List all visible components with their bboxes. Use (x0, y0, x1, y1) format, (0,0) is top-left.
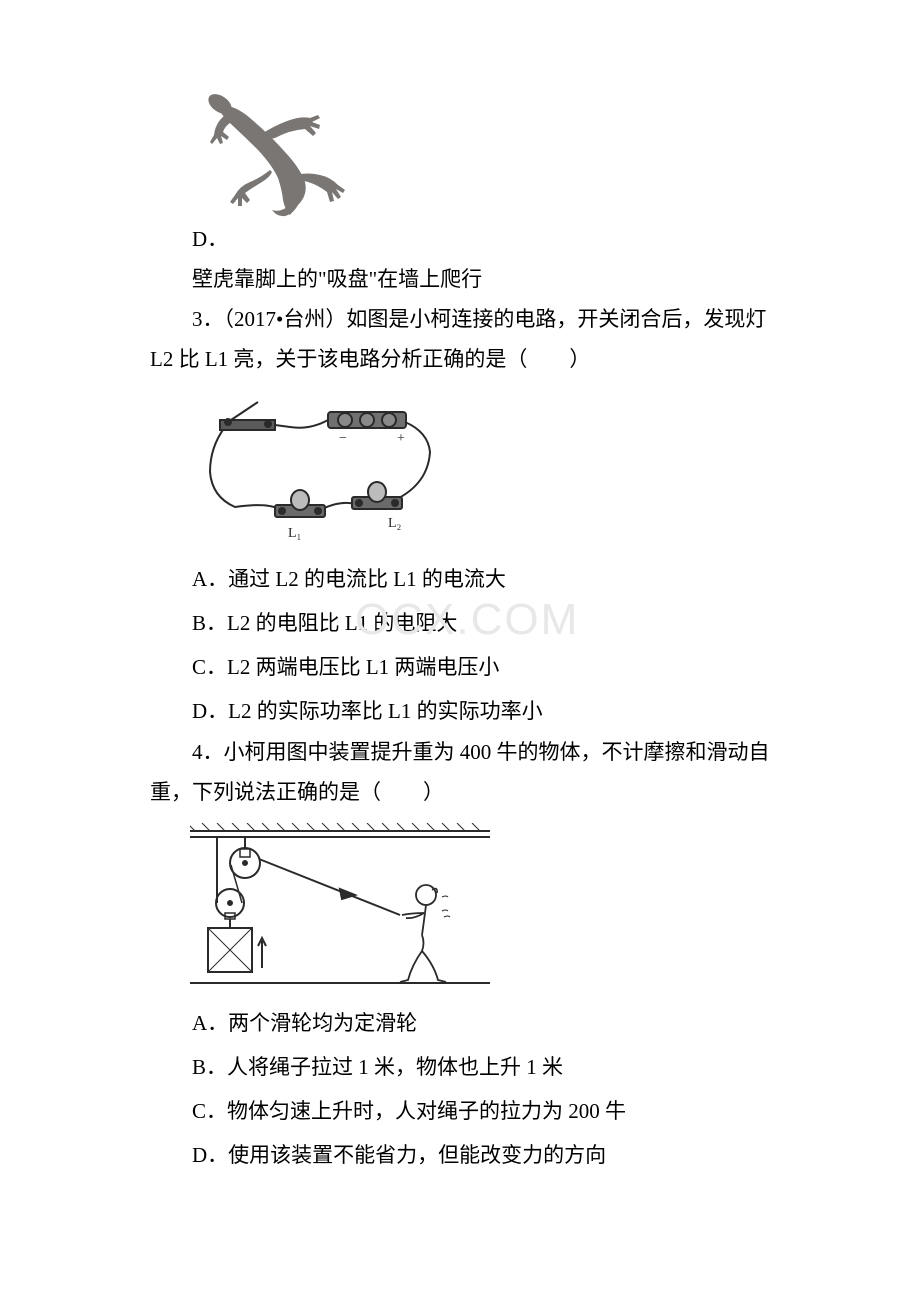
q4-stem-2: 重，下列说法正确的是（ ） (150, 773, 810, 813)
battery-minus: − (339, 431, 347, 446)
q3-opt-a: A．通过 L2 的电流比 L1 的电流大 (150, 557, 810, 601)
q3-stem-2: L2 比 L1 亮，关于该电路分析正确的是（ ） (150, 340, 810, 380)
q3-opt-c: C．L2 两端电压比 L1 两端电压小 (150, 645, 810, 689)
pulley-illustration (190, 823, 490, 993)
q4-opt-c: C．物体匀速上升时，人对绳子的拉力为 200 牛 (150, 1089, 810, 1133)
q3-opt-d: D．L2 的实际功率比 L1 的实际功率小 (150, 689, 810, 733)
q2-option-d-letter: D． (150, 220, 810, 260)
q2-option-d-text: 壁虎靠脚上的"吸盘"在墙上爬行 (150, 260, 810, 300)
circuit-illustration: − + L₁ L₂ (190, 392, 450, 547)
gecko-illustration (190, 90, 360, 220)
q4-opt-d: D．使用该装置不能省力，但能改变力的方向 (150, 1133, 810, 1177)
battery-plus: + (397, 431, 405, 446)
q3-stem-1: 3．（2017•台州）如图是小柯连接的电路，开关闭合后，发现灯 (150, 300, 810, 340)
q4-opt-b: B．人将绳子拉过 1 米，物体也上升 1 米 (150, 1045, 810, 1089)
q4-opt-a: A．两个滑轮均为定滑轮 (150, 1001, 810, 1045)
q3-opt-b: B．L2 的电阻比 L1 的电阻大 (150, 601, 810, 645)
q4-stem-1: 4．小柯用图中装置提升重为 400 牛的物体，不计摩擦和滑动自 (150, 733, 810, 773)
bulb-l2-label: L₂ (388, 516, 402, 531)
bulb-l1-label: L₁ (288, 526, 301, 541)
